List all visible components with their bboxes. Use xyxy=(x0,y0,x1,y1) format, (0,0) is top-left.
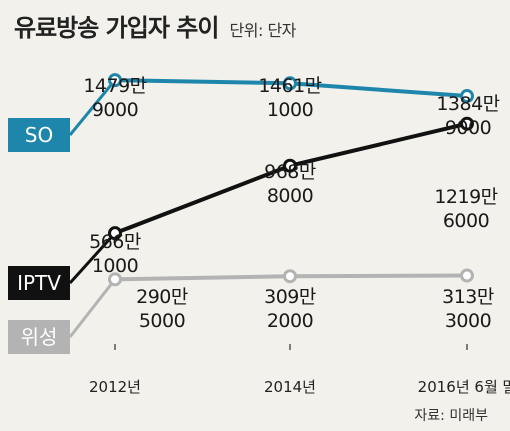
x-axis: 2012년 2014년 2016년 6월 말 xyxy=(89,344,510,396)
data-label-satellite: 290만 xyxy=(136,286,188,308)
series-connector-iptv xyxy=(68,232,117,285)
data-point-satellite xyxy=(283,269,297,284)
data-point-so xyxy=(283,76,297,91)
x-tick-label: 2012년 xyxy=(89,378,141,396)
data-label-so: 1384만 xyxy=(436,93,499,115)
data-label-so: 1000 xyxy=(267,99,313,121)
data-label-so: 9000 xyxy=(445,117,491,139)
source-note: 자료: 미래부 xyxy=(414,408,488,424)
data-point-iptv xyxy=(108,226,122,241)
unit-label: 단위: 단자 xyxy=(229,21,297,40)
data-label-iptv: 1219만 xyxy=(434,186,497,208)
series-badges: SO IPTV 위성 xyxy=(8,79,117,354)
x-tick-label: 2016년 6월 말 xyxy=(418,378,510,396)
data-label-iptv: 6000 xyxy=(443,210,489,232)
data-point-iptv xyxy=(460,116,474,131)
data-label-iptv: 8000 xyxy=(267,185,313,207)
data-label-satellite: 3000 xyxy=(445,310,491,332)
legend-label-satellite: 위성 xyxy=(21,325,58,349)
data-label-iptv: 1000 xyxy=(92,255,138,277)
series-connector-so xyxy=(68,79,117,136)
data-label-satellite: 309만 xyxy=(264,286,316,308)
series-connector-satellite xyxy=(68,278,117,338)
legend-label-so: SO xyxy=(25,123,53,147)
data-point-iptv xyxy=(283,158,297,173)
chart-title: 유료방송 가입자 추이 xyxy=(14,14,219,42)
data-label-satellite: 5000 xyxy=(139,310,185,332)
data-label-so: 9000 xyxy=(92,99,138,121)
data-label-satellite: 2000 xyxy=(267,310,313,332)
legend-badge-satellite xyxy=(8,320,70,354)
x-tick-label: 2014년 xyxy=(264,378,316,396)
data-label-so: 1479만 xyxy=(83,75,146,97)
series-lines xyxy=(108,73,474,287)
data-label-so: 1461만 xyxy=(258,75,321,97)
data-label-iptv: 968만 xyxy=(264,161,316,183)
legend-badge-so xyxy=(8,118,70,152)
legend-label-iptv: IPTV xyxy=(17,271,61,295)
data-point-satellite xyxy=(460,268,474,283)
data-point-satellite xyxy=(108,272,122,287)
data-point-so xyxy=(108,73,122,88)
chart-title-block: 유료방송 가입자 추이 단위: 단자 xyxy=(14,8,296,43)
data-label-iptv: 566만 xyxy=(89,231,141,253)
data-label-satellite: 313만 xyxy=(442,286,494,308)
data-point-so xyxy=(460,89,474,104)
legend-badge-iptv xyxy=(8,266,70,300)
